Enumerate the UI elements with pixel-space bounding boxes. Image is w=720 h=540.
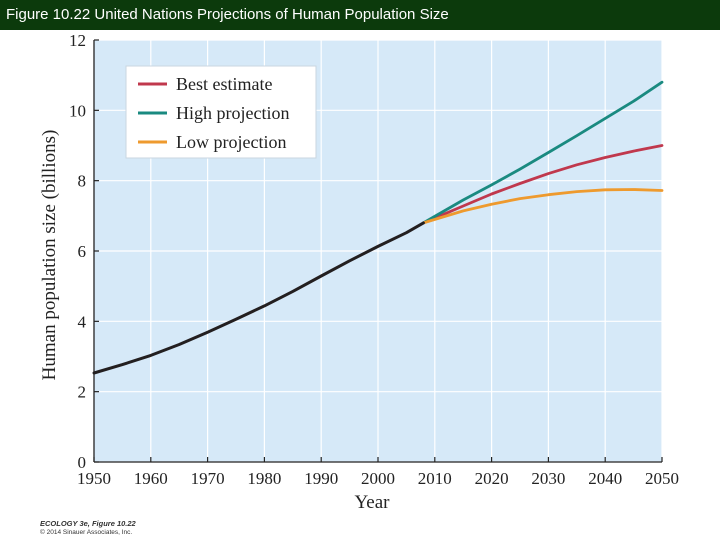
x-tick-label: 2020 (475, 469, 509, 488)
y-axis-label: Human population size (billions) (39, 130, 60, 381)
series-line-historical (92, 221, 425, 375)
credit-copyright: © 2014 Sinauer Associates, Inc. (40, 529, 133, 536)
x-tick-label: 1980 (247, 469, 281, 488)
x-tick-label: 2010 (418, 469, 452, 488)
series-line-best (421, 144, 664, 225)
y-tick-label: 0 (78, 453, 87, 472)
legend: Best estimate High projection Low projecti… (125, 65, 317, 159)
legend-label: Best estimate (176, 74, 272, 94)
x-tick-label: 2030 (531, 469, 565, 488)
x-tick-label: 1960 (134, 469, 168, 488)
series-line-high (421, 80, 664, 225)
credit-book: ECOLOGY 3e, Figure 10.22 (40, 519, 136, 528)
figure-title: Figure 10.22 United Nations Projections … (0, 0, 720, 30)
series-line-low (421, 188, 664, 225)
x-tick-label: 1970 (191, 469, 225, 488)
figure-credit: ECOLOGY 3e, Figure 10.22 © 2014 Sinauer … (40, 519, 136, 537)
x-tick-label: 2050 (645, 469, 679, 488)
legend-label: High projection (176, 103, 289, 123)
y-tick-label: 12 (69, 31, 86, 50)
y-tick-label: 4 (78, 312, 87, 331)
y-tick-label: 6 (78, 242, 87, 261)
y-tick-label: 2 (78, 383, 87, 402)
x-tick-label: 1950 (77, 469, 111, 488)
x-tick-label: 2000 (361, 469, 395, 488)
legend-label: Low projection (176, 132, 286, 152)
y-tick-label: 10 (69, 101, 86, 120)
x-tick-label: 2040 (588, 469, 622, 488)
y-tick-label: 8 (78, 172, 87, 191)
x-axis-label: Year (354, 492, 390, 513)
x-tick-label: 1990 (304, 469, 338, 488)
